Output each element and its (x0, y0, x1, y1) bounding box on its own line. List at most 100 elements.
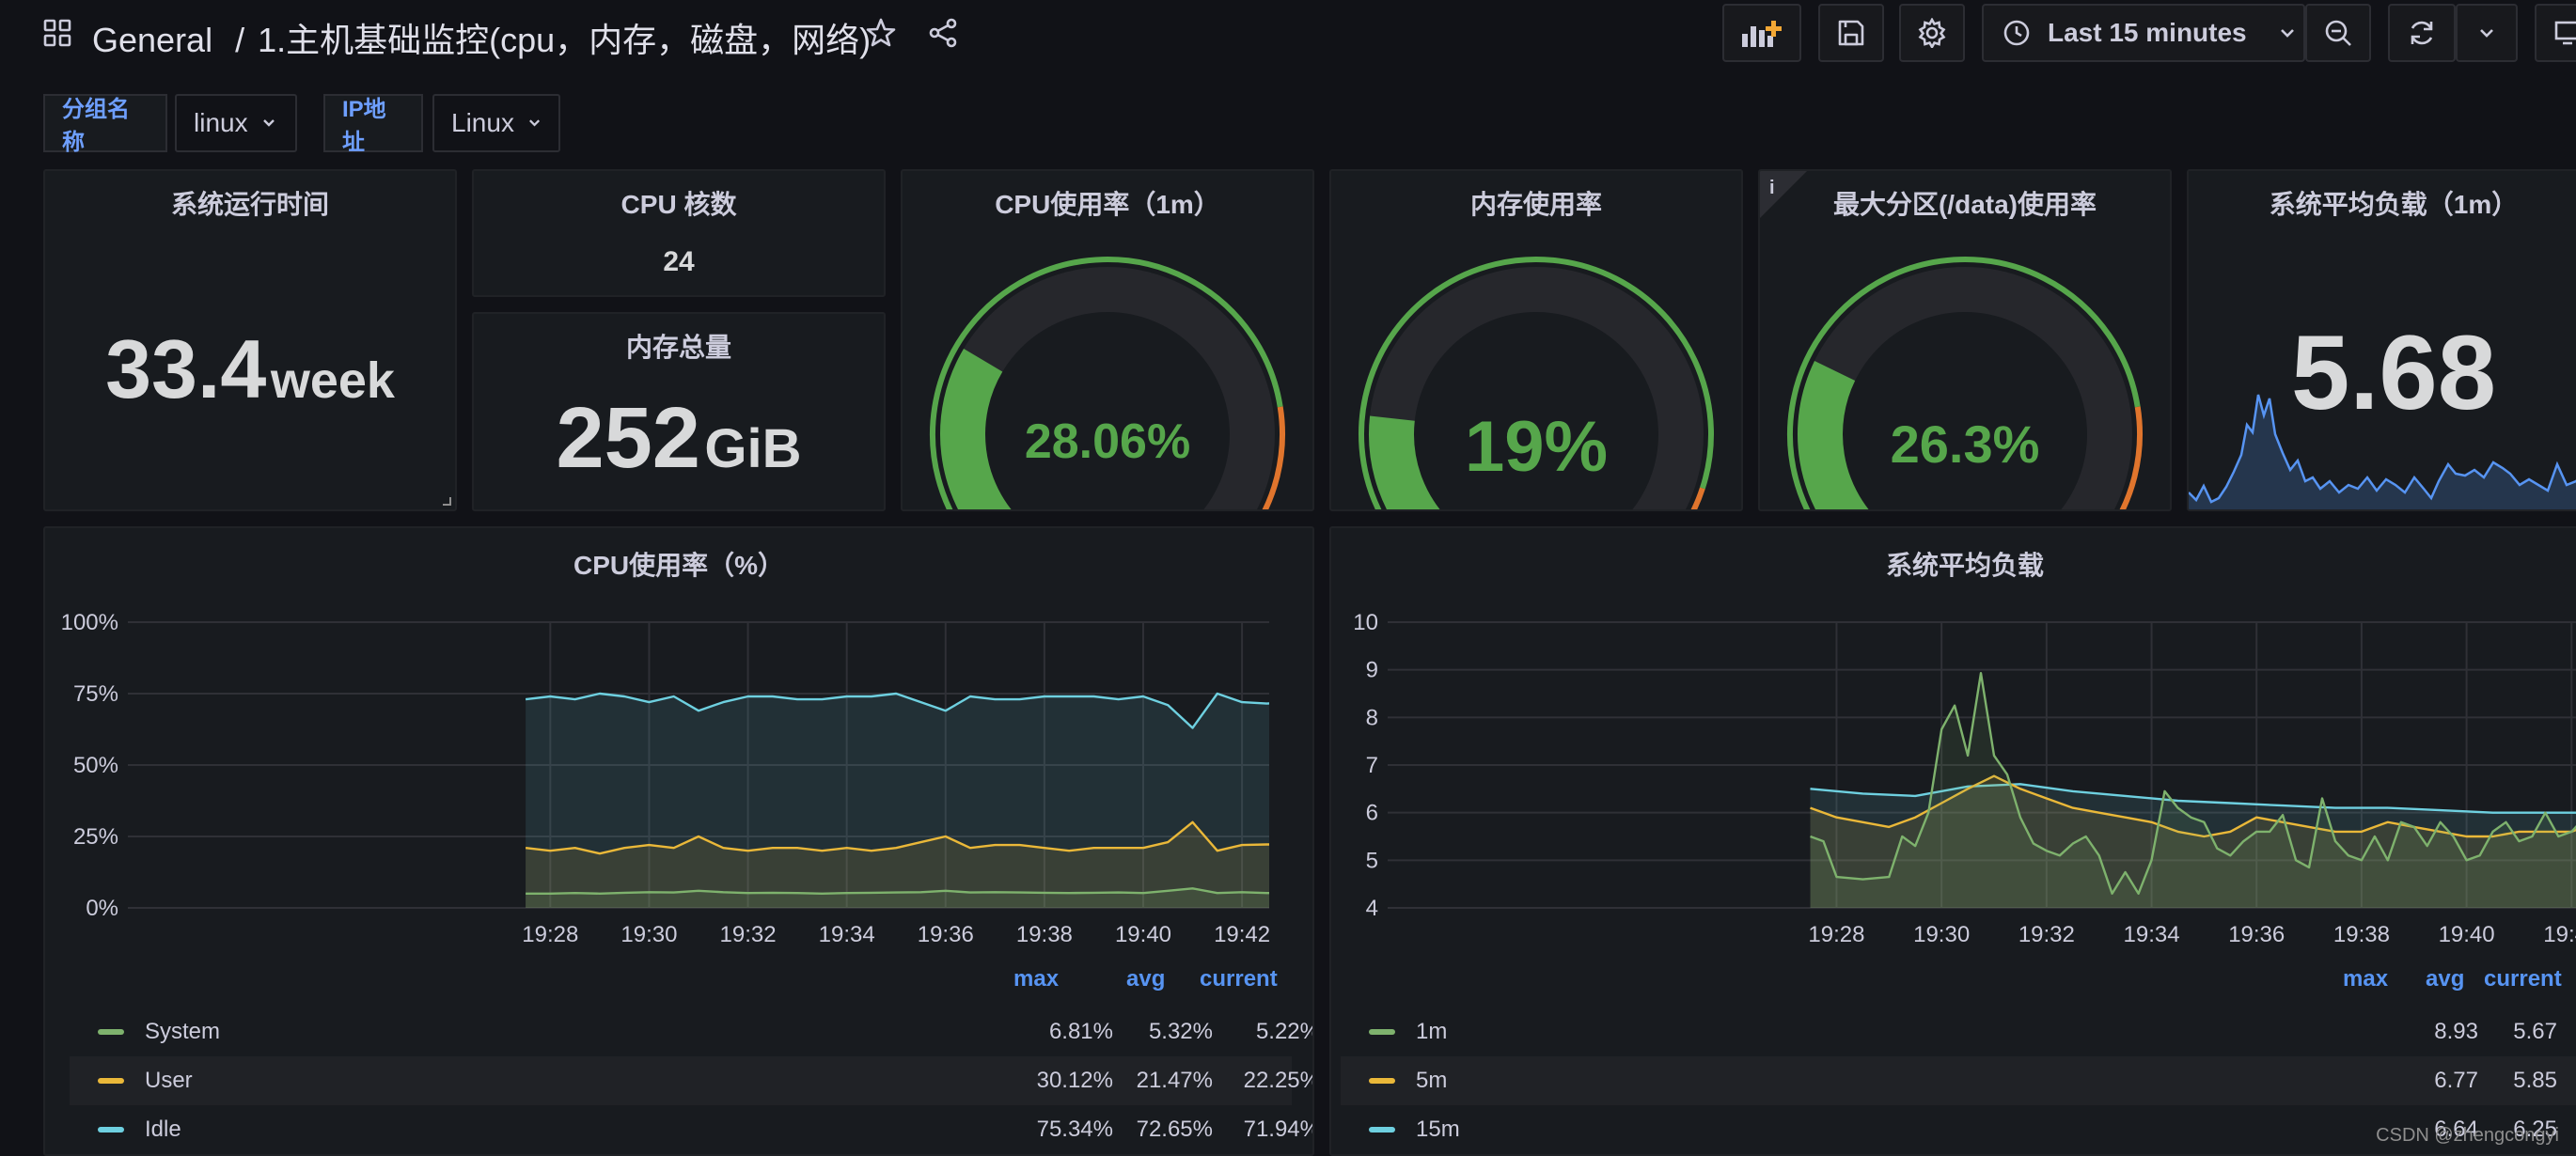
memory-usage-value: 19% (1464, 407, 1609, 487)
memory-total-value: 252 GiB (474, 389, 884, 488)
series-line-5m (1810, 774, 2576, 838)
panel-title: 系统运行时间 (170, 190, 329, 219)
panel-cpu-usage-timeseries[interactable]: CPU使用率（%） 0% 25% 50% 75% 100% 19:28 19:30 19:32… (43, 526, 1314, 1156)
legend-row-1m[interactable]: 1m 8.93 5.676.74 (1341, 1008, 2576, 1056)
memory-total-number: 252 (556, 390, 700, 486)
legend-avg-value: 6.25 (2513, 1117, 2557, 1142)
load-1m-value: 5.68 (2291, 314, 2496, 431)
breadcrumb-folder[interactable]: General (92, 21, 213, 59)
legend-swatch (1369, 1029, 1395, 1035)
cpu-usage-gauge (930, 257, 1285, 509)
chevron-down-icon (528, 119, 540, 127)
panel-disk-usage-gauge[interactable]: i 最大分区(/data)使用率 26.3% (1758, 169, 2172, 511)
y-tick-label: 6 (1366, 801, 1378, 826)
watermark-text: CSDN @zhengcongyi (2376, 1125, 2559, 1146)
panel-load-1m[interactable]: 系统平均负载（1m） 5.68 (2187, 169, 2576, 511)
panel-title: 内存总量 (625, 333, 731, 362)
info-corner-icon[interactable]: i (1760, 171, 1807, 218)
info-icon-text: i (1769, 178, 1775, 198)
series-area-idle (526, 694, 1269, 908)
chevron-down-icon (262, 119, 275, 127)
load-sparkline (2189, 394, 2576, 509)
cpu-usage-chart: 0% 25% 50% 75% 100% 19:28 19:30 19:32 19:34 19:36… (61, 610, 1271, 947)
refresh-icon (2411, 21, 2433, 45)
legend-swatch (1369, 1078, 1395, 1084)
resize-handle-icon[interactable] (440, 494, 451, 506)
breadcrumb: General / 1.主机基础监控(cpu，内存，磁盘，网络) (92, 13, 871, 62)
dashboards-grid-icon[interactable] (43, 19, 71, 47)
variable-ip-value: Linux (451, 108, 514, 137)
star-icon[interactable] (865, 17, 897, 49)
x-tick-label: 19:40 (1115, 922, 1171, 947)
series-line-user (525, 820, 1269, 855)
y-tick-label: 8 (1366, 705, 1378, 730)
series-line-1m (1810, 672, 2576, 895)
dashboard-settings-button[interactable] (1899, 4, 1965, 62)
x-tick-label: 19:42 (1214, 922, 1270, 947)
panel-title: CPU 核数 (620, 190, 737, 219)
refresh-button[interactable] (2388, 4, 2456, 62)
panel-cpu-cores[interactable]: CPU 核数 24 (472, 169, 886, 297)
y-tick-label: 0% (86, 896, 118, 921)
legend-max-value: 6.64 (2434, 1117, 2478, 1142)
x-tick-label: 19:34 (2124, 922, 2180, 947)
zoom-out-icon (2325, 20, 2351, 46)
x-tick-label: 19:32 (720, 922, 777, 947)
gauge-threshold-band (930, 257, 1283, 509)
legend-series-name: Idle (145, 1117, 181, 1142)
x-tick-label: 19:36 (918, 922, 974, 947)
variable-ip-label: IP地址 (323, 94, 423, 155)
legend-avg-value: 5.32% (1148, 1019, 1213, 1044)
legend-current-value: 5.91 (2497, 1068, 2576, 1094)
legend-current-value: 6.74 (2497, 1019, 2576, 1045)
legend-row-idle[interactable]: Idle 75.34% 72.65% 71.94% (70, 1105, 1312, 1154)
panel-title: 最大分区(/data)使用率 (1832, 190, 2097, 219)
gauge-threshold-band (1262, 406, 1285, 509)
uptime-number: 33.4 (105, 322, 267, 415)
y-tick-label: 9 (1366, 658, 1378, 683)
add-panel-button[interactable] (1722, 4, 1801, 62)
panel-uptime[interactable]: 系统运行时间 33.4 week (43, 169, 457, 511)
view-mode-button[interactable] (2535, 4, 2576, 62)
legend-header-avg: avg (2426, 966, 2465, 992)
legend-current-value: 71.94% (1243, 1117, 1314, 1142)
legend-max-value: 6.81% (1048, 1019, 1113, 1044)
series-line-system (526, 887, 1269, 895)
panel-load-average-timeseries[interactable]: 系统平均负载 4 5 6 7 8 9 10 19:28 19:30 19:32 19:34 19:36… (1329, 526, 2576, 1156)
variable-group-select[interactable]: linux (175, 94, 297, 152)
sparkline-line (2189, 394, 2576, 504)
panel-cpu-usage-gauge[interactable]: CPU使用率（1m） 28.06% (901, 169, 1314, 511)
x-tick-label: 19:36 (2228, 922, 2285, 947)
memory-total-unit: GiB (704, 418, 802, 479)
legend-header-current: current (1200, 966, 1278, 992)
variable-ip-select[interactable]: Linux (432, 94, 560, 152)
legend-row-5m[interactable]: 5m 6.77 5.855.91 (1341, 1056, 2576, 1105)
legend-header-max: max (1013, 966, 1060, 992)
legend-row-system[interactable]: System 6.81% 5.32% 5.22% (70, 1008, 1312, 1056)
legend-series-name: 1m (1416, 1019, 1448, 1044)
series-line-15m (1810, 783, 2576, 814)
legend-series-name: System (145, 1019, 221, 1044)
panel-memory-total[interactable]: 内存总量 252 GiB (472, 312, 886, 511)
share-icon[interactable] (927, 17, 959, 49)
legend-avg-value: 5.85 (2513, 1068, 2557, 1093)
legend-header-current: current (2484, 966, 2562, 992)
gauge-value-arc (940, 348, 1012, 509)
chevron-down-icon (2480, 29, 2493, 38)
cpu-cores-value: 24 (663, 246, 695, 277)
time-range-picker[interactable]: Last 15 minutes (1982, 4, 2305, 62)
uptime-unit: week (270, 352, 395, 409)
gauge-track (1798, 267, 2132, 509)
dashboard-title[interactable]: 1.主机基础监控(cpu，内存，磁盘，网络) (258, 21, 872, 59)
refresh-interval-dropdown[interactable] (2456, 4, 2518, 62)
zoom-out-button[interactable] (2305, 4, 2371, 62)
panel-title: 系统平均负载（1m） (2269, 190, 2519, 219)
legend-swatch (98, 1078, 124, 1084)
panel-memory-usage-gauge[interactable]: 内存使用率 19% (1329, 169, 1743, 511)
legend-swatch (98, 1127, 124, 1133)
legend-row-user[interactable]: User 30.12% 21.47% 22.25% (70, 1056, 1312, 1105)
save-dashboard-button[interactable] (1818, 4, 1884, 62)
sparkline-area (2189, 395, 2576, 509)
legend-max-value: 8.93 (2434, 1019, 2478, 1044)
